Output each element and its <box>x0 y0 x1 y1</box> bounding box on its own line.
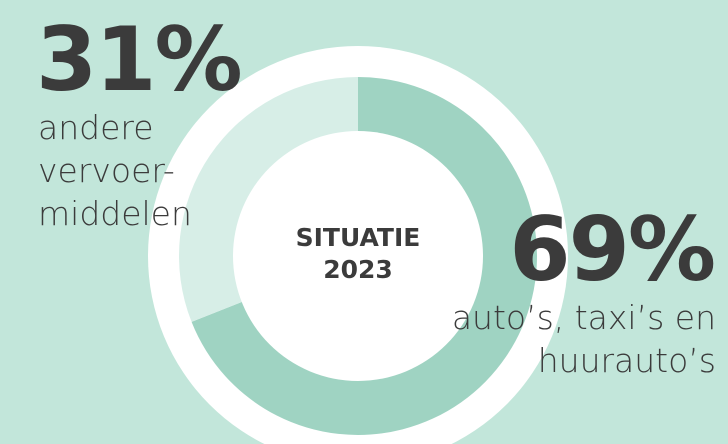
inner-hole <box>233 131 483 381</box>
value-label: 31% <box>36 8 243 111</box>
category-label: andere vervoer- middelen <box>38 108 192 233</box>
value-label: 69% <box>509 198 716 301</box>
center-label: SITUATIE 2023 <box>295 223 421 284</box>
category-label: auto’s, taxi’s en huurauto’s <box>451 298 716 380</box>
